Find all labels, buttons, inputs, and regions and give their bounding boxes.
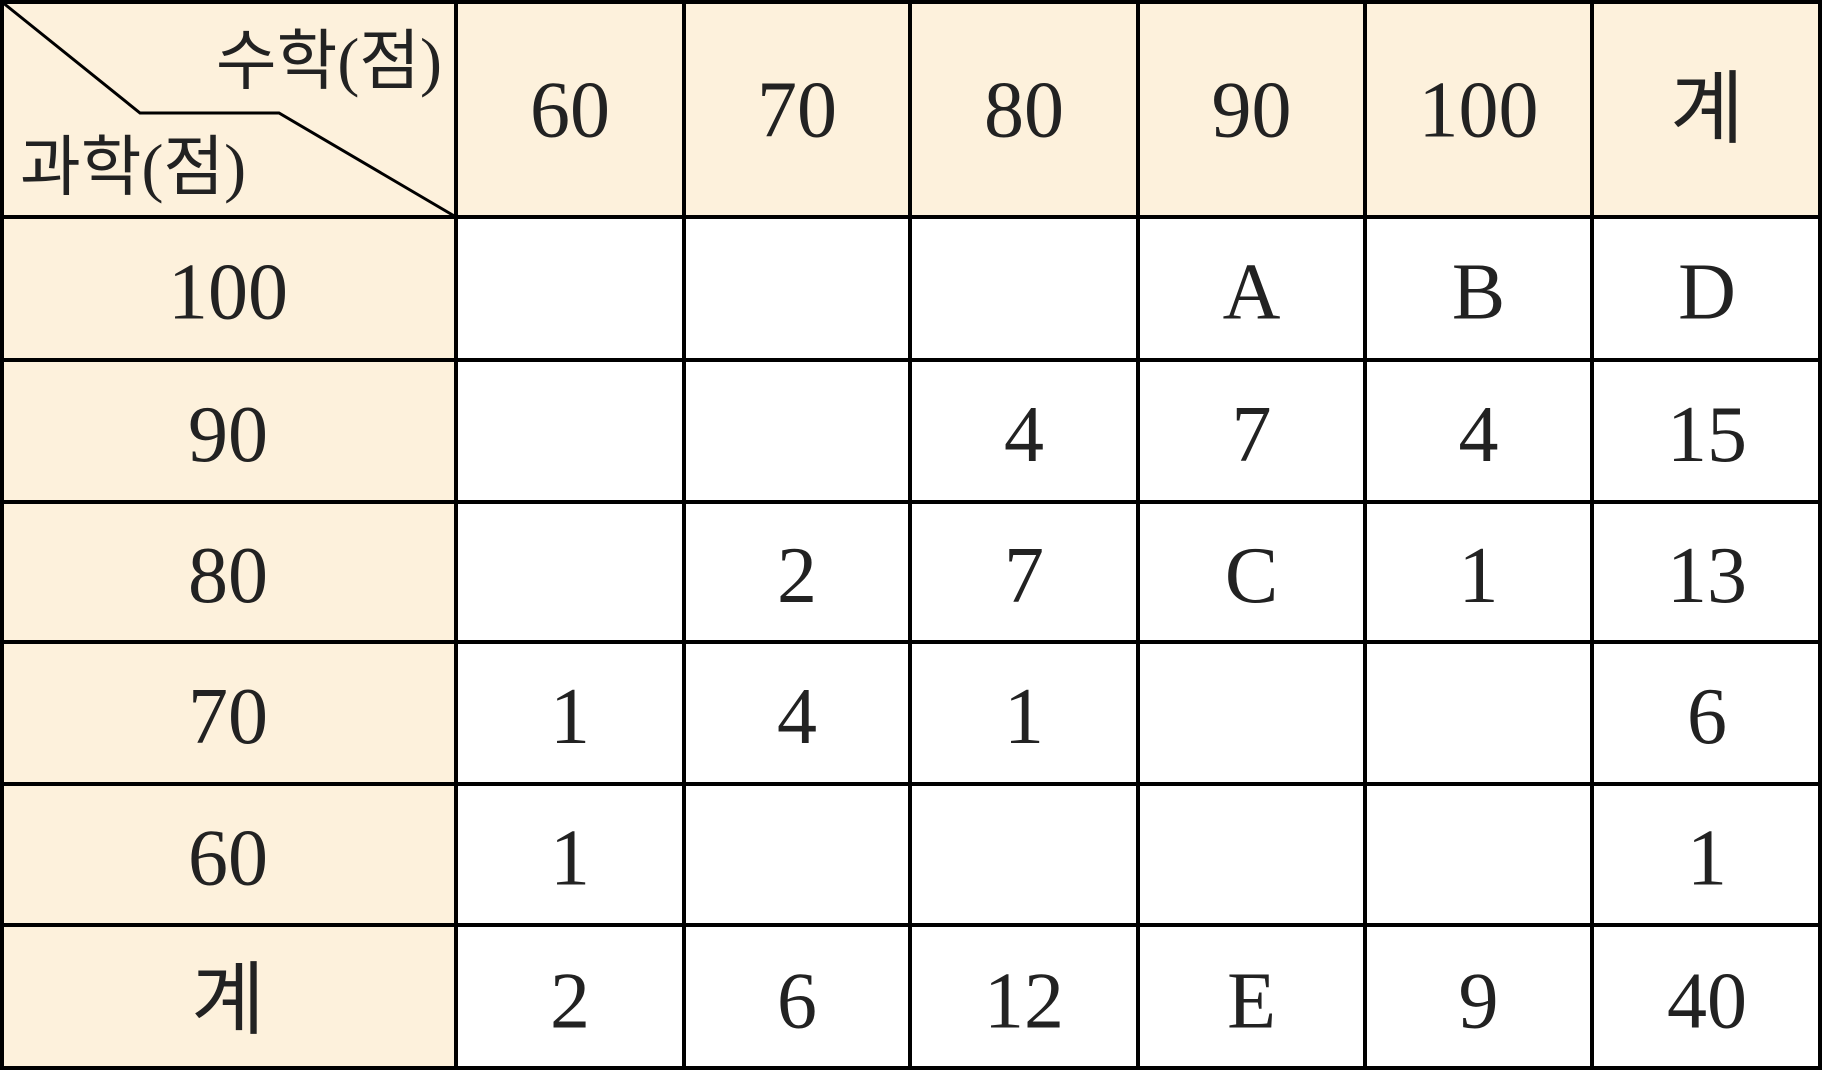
cell-value: 1 <box>550 673 590 761</box>
cell-value: A <box>1223 249 1281 337</box>
cell-value: 1 <box>550 815 590 903</box>
row-header: 90 <box>188 391 268 479</box>
cell-value: 7 <box>1232 391 1272 479</box>
cell-value: 7 <box>1004 532 1044 620</box>
cell-value: 2 <box>550 958 590 1046</box>
row-header: 계 <box>191 958 265 1046</box>
cell-value: C <box>1225 532 1278 620</box>
row-header: 80 <box>188 532 268 620</box>
row-header: 60 <box>188 815 268 903</box>
cell-value: E <box>1227 958 1276 1046</box>
column-header: 100 <box>1419 67 1539 155</box>
cell-value: 4 <box>777 673 817 761</box>
cell-value: 40 <box>1667 958 1747 1046</box>
cell-value: 9 <box>1459 958 1499 1046</box>
cell-value: 13 <box>1667 532 1747 620</box>
cell-value: 6 <box>1687 673 1727 761</box>
cell-value: 1 <box>1459 532 1499 620</box>
column-header: 계 <box>1670 67 1744 155</box>
cell-value: 12 <box>984 958 1064 1046</box>
row-header: 100 <box>168 249 288 337</box>
cell-value: 2 <box>777 532 817 620</box>
column-header: 70 <box>757 67 837 155</box>
cell-value: B <box>1452 249 1505 337</box>
corner-diagonal <box>1 0 457 219</box>
cell-value: 4 <box>1459 391 1499 479</box>
cell-value: 1 <box>1687 815 1727 903</box>
column-header: 90 <box>1212 67 1292 155</box>
corner-row-label: 과학(점) <box>20 132 246 205</box>
cell-value: D <box>1678 249 1736 337</box>
cell-value: 4 <box>1004 391 1044 479</box>
column-header: 60 <box>530 67 610 155</box>
corner-column-label: 수학(점) <box>216 26 442 99</box>
row-header: 70 <box>188 673 268 761</box>
cell-value: 15 <box>1667 391 1747 479</box>
column-header: 80 <box>984 67 1064 155</box>
cell-value: 1 <box>1004 673 1044 761</box>
cell-value: 6 <box>777 958 817 1046</box>
